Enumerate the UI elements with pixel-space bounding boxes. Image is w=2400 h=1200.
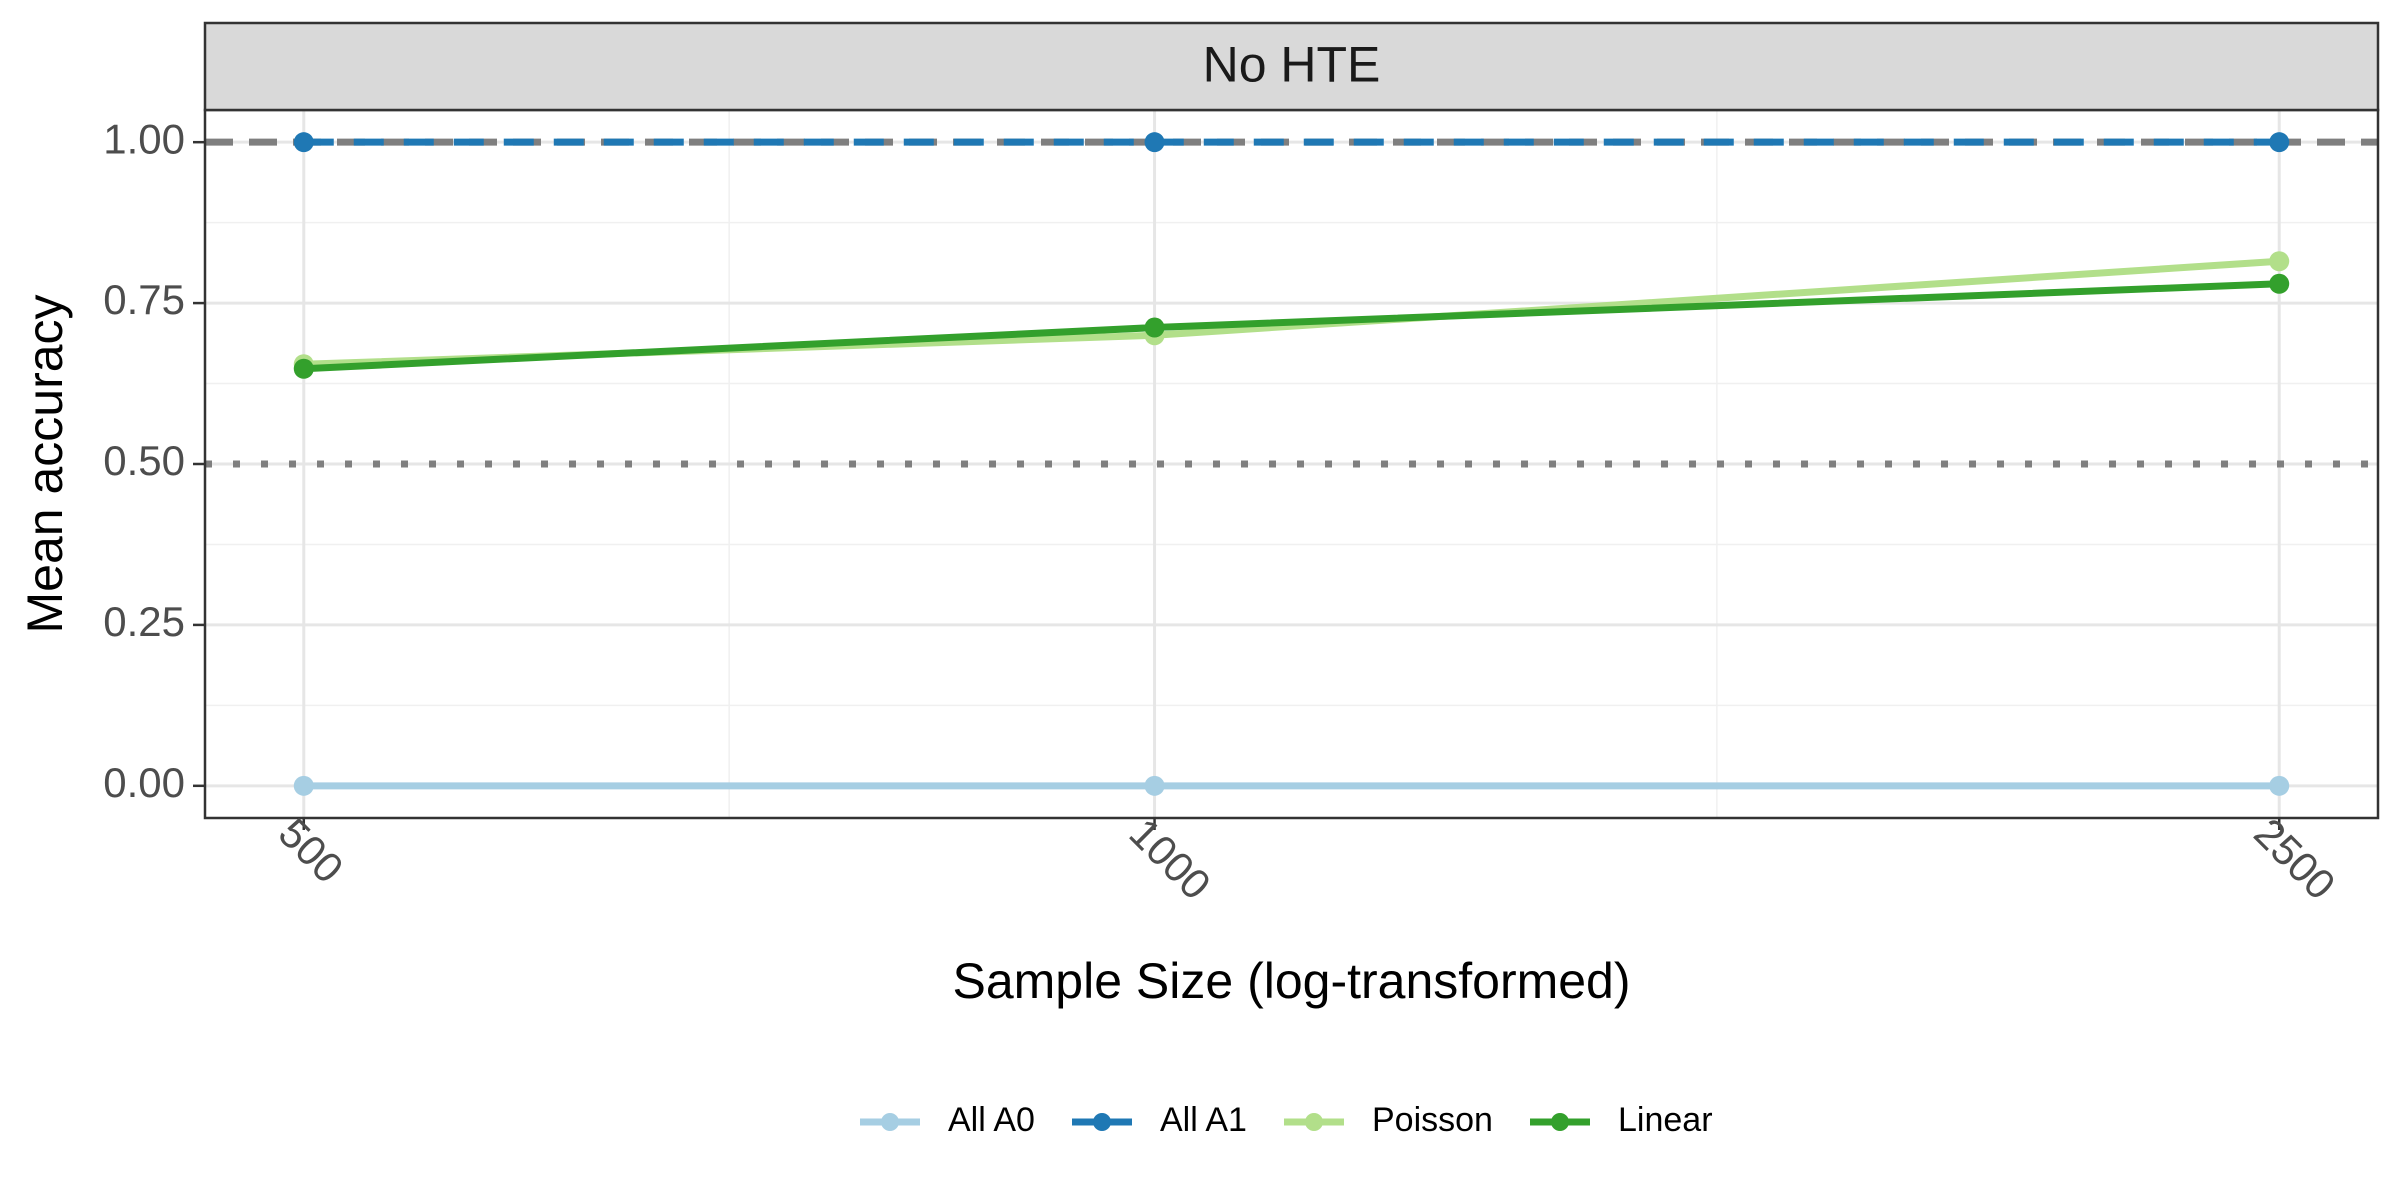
data-point-all-a1 <box>2269 132 2290 153</box>
legend-item-linear: Linear <box>1530 1101 1713 1139</box>
legend-label: Linear <box>1618 1101 1713 1139</box>
y-tick-label: 1.00 <box>103 115 185 162</box>
x-axis-ticks: 500 1000 2500 <box>270 809 2345 908</box>
legend-item-poisson: Poisson <box>1284 1101 1493 1139</box>
data-point-linear <box>2269 273 2290 294</box>
legend-key-point <box>881 1113 899 1131</box>
major-gridlines <box>205 110 2378 818</box>
series-line-poisson <box>303 257 2280 368</box>
legend: All A0 All A1 Poisson Linear <box>860 1101 1713 1139</box>
data-point-all-a0 <box>2269 775 2290 796</box>
y-axis-title: Mean accuracy <box>17 294 73 633</box>
legend-label: All A1 <box>1160 1101 1247 1139</box>
legend-item-all-a0: All A0 <box>860 1101 1035 1139</box>
data-point-linear <box>1144 317 1165 338</box>
data-point-all-a1 <box>1144 132 1165 153</box>
legend-item-all-a1: All A1 <box>1072 1101 1247 1139</box>
data-point-all-a0 <box>1144 775 1165 796</box>
legend-key-point <box>1305 1113 1323 1131</box>
y-tick-label: 0.25 <box>103 598 185 645</box>
panel-strip <box>203 21 2380 112</box>
x-tick-label: 2500 <box>2245 809 2344 908</box>
y-tick-label: 0.50 <box>103 437 185 484</box>
panel-title: No HTE <box>1203 37 1381 93</box>
y-tick-label: 0.00 <box>103 759 185 806</box>
x-axis-title: Sample Size (log-transformed) <box>952 953 1630 1009</box>
x-tick-label: 500 <box>270 809 353 892</box>
legend-key-point <box>1093 1113 1111 1131</box>
y-tick-label: 0.75 <box>103 276 185 323</box>
data-point-poisson <box>2269 251 2290 272</box>
data-point-all-a1 <box>293 132 314 153</box>
data-point-all-a0 <box>293 775 314 796</box>
legend-label: All A0 <box>948 1101 1035 1139</box>
legend-key-point <box>1551 1113 1569 1131</box>
series-layer <box>293 132 2290 796</box>
legend-label: Poisson <box>1372 1101 1493 1139</box>
y-axis-ticks: 0.00 0.25 0.50 0.75 1.00 <box>103 115 205 806</box>
x-tick-label: 1000 <box>1121 809 1220 908</box>
data-point-linear <box>293 358 314 379</box>
